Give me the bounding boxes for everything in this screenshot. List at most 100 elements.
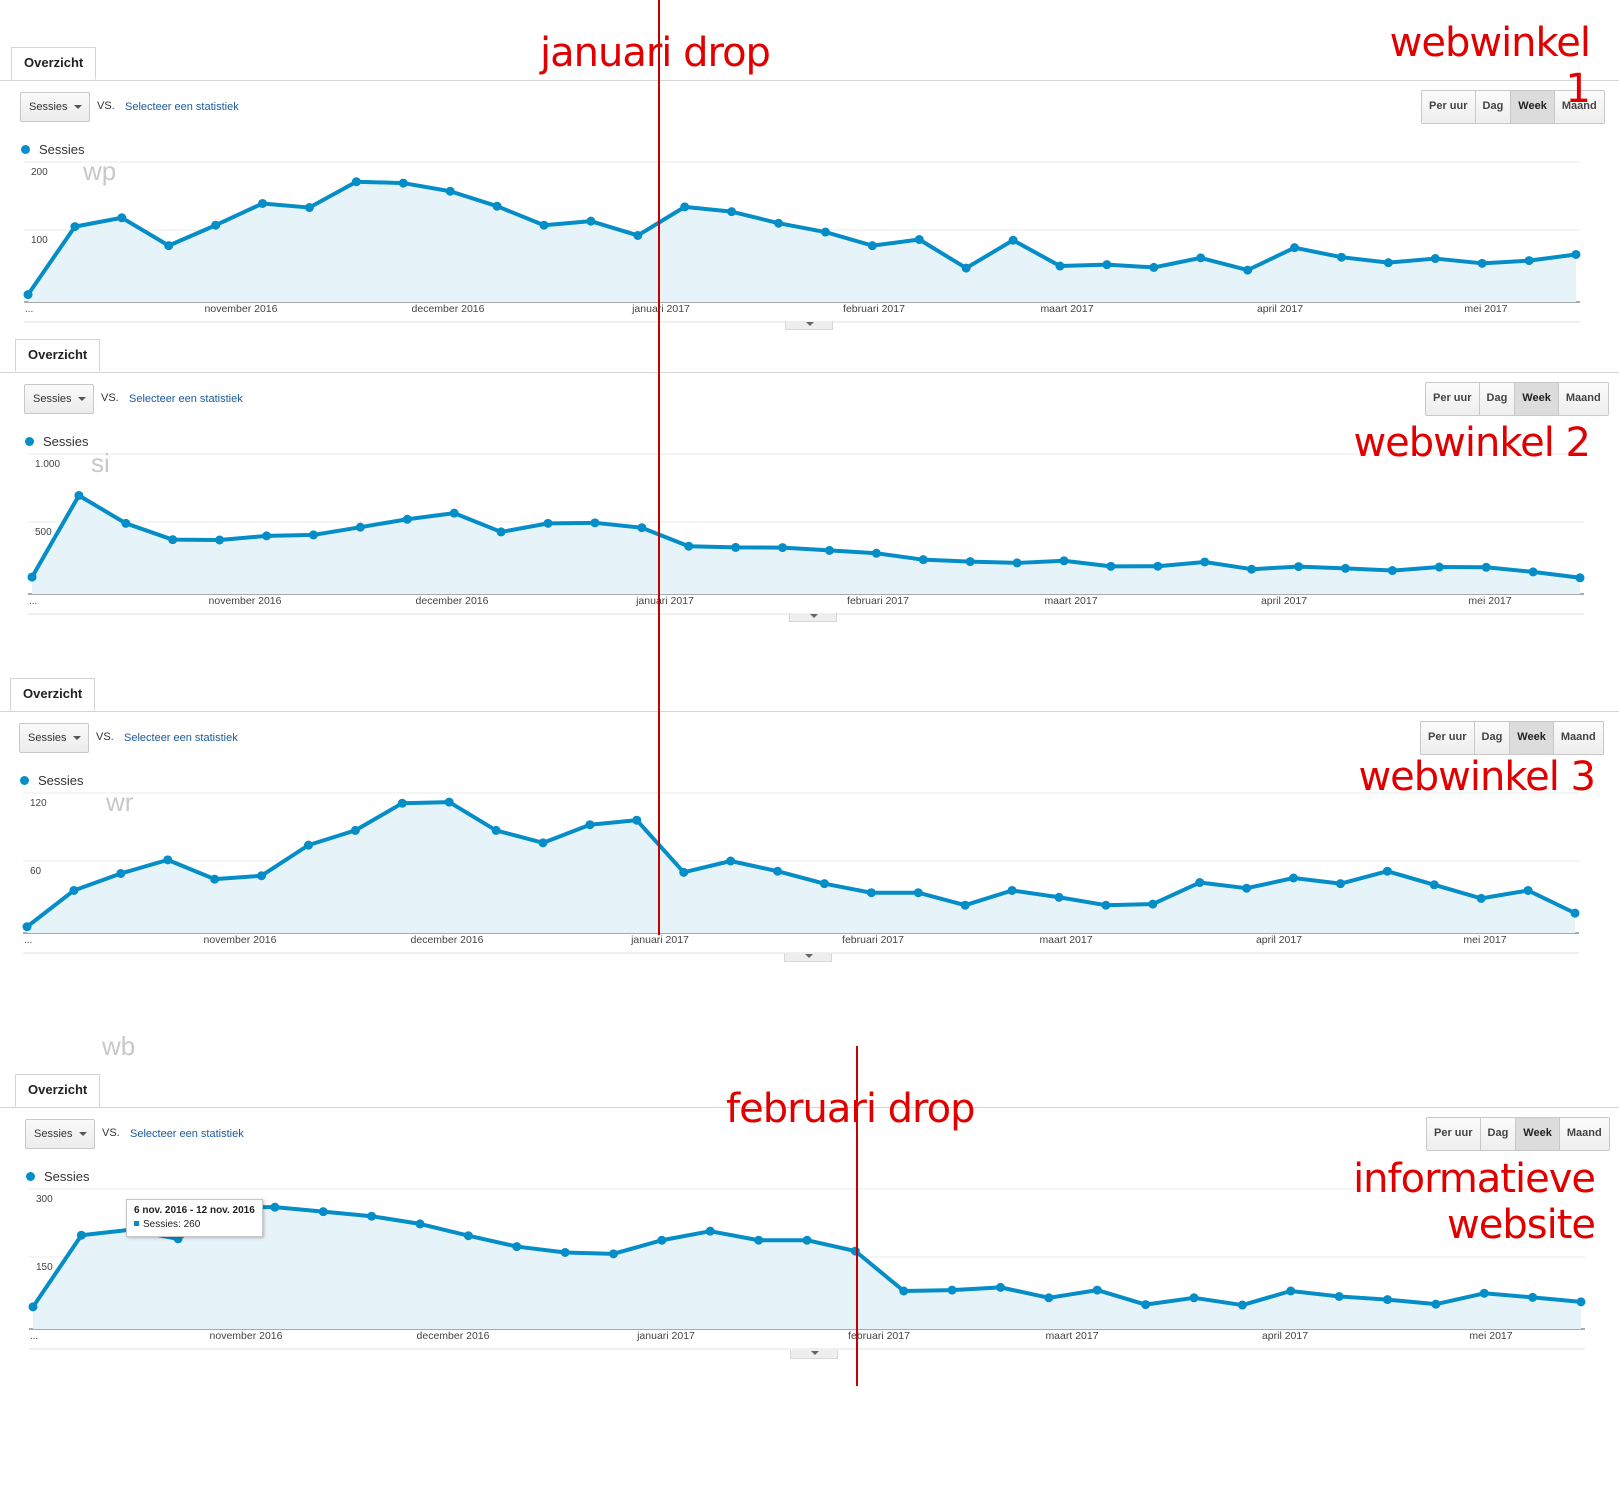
period-button-dag[interactable]: Dag <box>1480 1118 1517 1150</box>
period-button-week[interactable]: Week <box>1516 1118 1560 1150</box>
data-point[interactable] <box>164 241 174 251</box>
data-point[interactable] <box>117 213 127 223</box>
data-point[interactable] <box>679 867 689 877</box>
data-point[interactable] <box>1479 1288 1489 1298</box>
period-button-week[interactable]: Week <box>1511 91 1555 123</box>
data-point[interactable] <box>754 1235 764 1245</box>
chart-expand-toggle[interactable] <box>790 1350 838 1359</box>
data-point[interactable] <box>820 227 830 237</box>
data-point[interactable] <box>585 820 595 830</box>
data-point[interactable] <box>367 1211 377 1221</box>
data-point[interactable] <box>491 825 501 835</box>
data-point[interactable] <box>1383 1295 1392 1305</box>
data-point[interactable] <box>680 202 690 212</box>
data-point[interactable] <box>257 871 267 881</box>
period-button-maand[interactable]: Maand <box>1553 722 1603 754</box>
data-point[interactable] <box>1148 899 1158 909</box>
data-point[interactable] <box>1431 1299 1441 1309</box>
data-point[interactable] <box>351 177 361 187</box>
data-point[interactable] <box>303 840 313 850</box>
data-point[interactable] <box>1141 1300 1151 1310</box>
data-point[interactable] <box>1294 562 1304 572</box>
data-point[interactable] <box>996 1282 1005 1292</box>
tab-overzicht[interactable]: Overzicht <box>15 1074 101 1107</box>
data-point[interactable] <box>444 797 454 807</box>
data-point[interactable] <box>1290 243 1300 253</box>
tab-overzicht[interactable]: Overzicht <box>11 47 97 80</box>
period-button-maand[interactable]: Maand <box>1559 1118 1609 1150</box>
data-point[interactable] <box>824 545 834 555</box>
data-point[interactable] <box>705 1226 715 1236</box>
period-button-dag[interactable]: Dag <box>1475 91 1512 123</box>
data-point[interactable] <box>1102 260 1112 270</box>
data-point[interactable] <box>308 530 318 540</box>
data-point[interactable] <box>1476 893 1486 903</box>
data-point[interactable] <box>1429 880 1439 890</box>
data-point[interactable] <box>1524 256 1534 266</box>
data-point[interactable] <box>731 542 741 552</box>
data-point[interactable] <box>965 557 975 567</box>
data-point[interactable] <box>1430 254 1440 264</box>
data-point[interactable] <box>1575 573 1585 583</box>
data-point[interactable] <box>1008 235 1018 245</box>
period-button-maand[interactable]: Maand <box>1558 383 1608 415</box>
data-point[interactable] <box>586 216 596 226</box>
data-point[interactable] <box>415 1219 425 1229</box>
data-point[interactable] <box>1335 879 1345 889</box>
data-point[interactable] <box>1570 908 1580 918</box>
chart-expand-toggle[interactable] <box>785 321 833 330</box>
data-point[interactable] <box>496 527 506 537</box>
data-point[interactable] <box>1286 1286 1296 1296</box>
data-point[interactable] <box>1340 563 1350 573</box>
data-point[interactable] <box>1528 1292 1538 1302</box>
data-point[interactable] <box>1576 1297 1586 1307</box>
data-point[interactable] <box>168 535 178 545</box>
data-point[interactable] <box>727 207 737 217</box>
period-button-per-uur[interactable]: Per uur <box>1427 1118 1481 1150</box>
data-point[interactable] <box>1237 1300 1247 1310</box>
data-point[interactable] <box>1247 564 1257 574</box>
data-point[interactable] <box>1055 261 1065 271</box>
metric-select[interactable]: Sessies <box>20 92 90 122</box>
data-point[interactable] <box>632 815 642 825</box>
data-point[interactable] <box>445 186 455 196</box>
data-point[interactable] <box>773 866 783 876</box>
data-point[interactable] <box>1334 1291 1344 1301</box>
data-point[interactable] <box>637 523 647 533</box>
data-point[interactable] <box>543 518 553 528</box>
data-point[interactable] <box>778 543 788 553</box>
data-point[interactable] <box>116 868 126 878</box>
data-point[interactable] <box>1189 1293 1199 1303</box>
data-point[interactable] <box>1571 249 1581 259</box>
data-point[interactable] <box>492 201 502 211</box>
data-point[interactable] <box>74 490 84 500</box>
data-point[interactable] <box>69 885 79 895</box>
data-point[interactable] <box>866 888 876 898</box>
data-point[interactable] <box>539 220 549 230</box>
data-point[interactable] <box>512 1242 522 1252</box>
data-point[interactable] <box>258 198 268 208</box>
data-point[interactable] <box>1434 562 1444 572</box>
metric-select[interactable]: Sessies <box>19 723 89 753</box>
data-point[interactable] <box>1387 566 1397 576</box>
data-point[interactable] <box>538 838 548 848</box>
data-point[interactable] <box>684 541 694 551</box>
data-point[interactable] <box>215 535 225 545</box>
data-point[interactable] <box>1106 561 1116 571</box>
data-point[interactable] <box>914 235 924 245</box>
data-point[interactable] <box>1336 252 1346 262</box>
data-point[interactable] <box>871 548 881 558</box>
data-point[interactable] <box>304 203 314 213</box>
data-point[interactable] <box>867 241 877 251</box>
period-button-maand[interactable]: Maand <box>1554 91 1604 123</box>
data-point[interactable] <box>1195 878 1205 888</box>
data-point[interactable] <box>802 1235 812 1245</box>
data-point[interactable] <box>1196 253 1206 263</box>
data-point[interactable] <box>1012 558 1022 568</box>
data-point[interactable] <box>27 572 37 582</box>
data-point[interactable] <box>609 1249 618 1259</box>
data-point[interactable] <box>918 555 928 565</box>
data-point[interactable] <box>899 1286 909 1296</box>
data-point[interactable] <box>1477 258 1487 268</box>
period-button-per-uur[interactable]: Per uur <box>1426 383 1480 415</box>
